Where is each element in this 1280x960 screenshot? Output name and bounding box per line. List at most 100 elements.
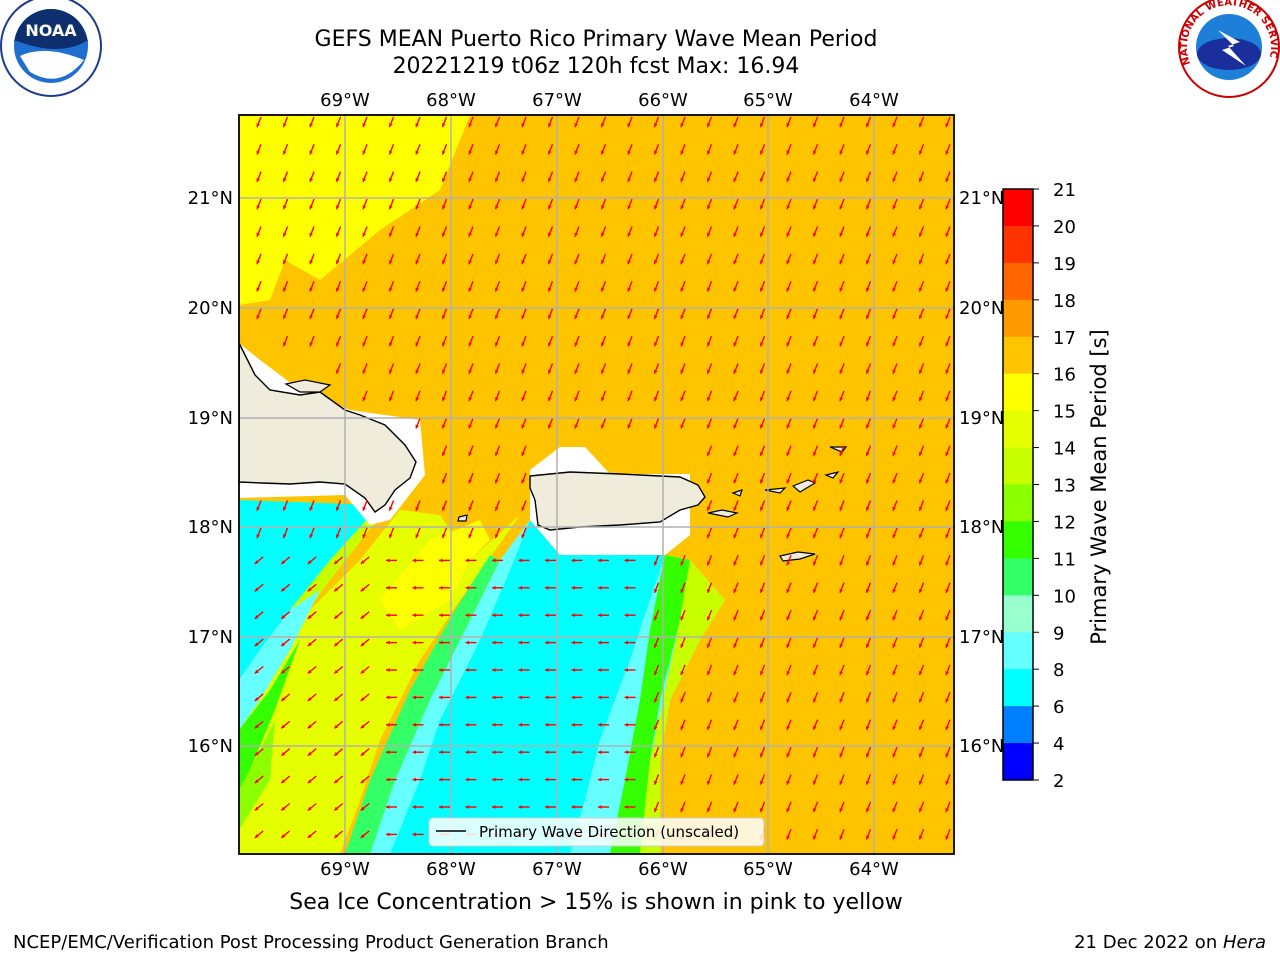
wave-arrow-head (465, 558, 470, 563)
wave-arrow-head (468, 342, 473, 347)
wave-arrow-head (918, 342, 923, 347)
wave-arrow-head (494, 123, 499, 128)
wave-arrow-head (388, 150, 393, 155)
wave-arrow-head (518, 613, 523, 618)
wave-arrow-head (865, 287, 870, 292)
wave-arrow-head (839, 314, 844, 319)
wave-arrow-head (465, 613, 470, 618)
wave-arrow-head (518, 750, 523, 755)
wave-arrow-head (812, 725, 817, 730)
wave-arrow-head (786, 205, 791, 210)
wave-arrow-head (839, 808, 844, 813)
wave-arrow-head (571, 613, 576, 618)
wave-arrow-head (945, 534, 950, 539)
wave-arrow-head (865, 561, 870, 566)
wave-arrow-head (680, 260, 685, 265)
wave-arrow-head (627, 205, 632, 210)
wave-arrow-head (945, 177, 950, 182)
wave-arrow-head (386, 668, 390, 672)
wave-arrow-head (865, 150, 870, 155)
wave-arrow-head (892, 808, 897, 813)
wave-arrow-head (518, 640, 523, 645)
wave-arrow-head (412, 750, 417, 755)
lon-label-top: 68°W (426, 90, 476, 111)
wave-arrow-head (786, 314, 791, 319)
colorbar-tick-label: 18 (1053, 291, 1076, 312)
colorbar-tick-label: 13 (1053, 476, 1076, 497)
wave-arrow-head (918, 506, 923, 511)
wave-arrow-head (600, 369, 605, 374)
wave-arrow-head (600, 287, 605, 292)
wave-arrow-head (945, 835, 950, 840)
wave-arrow-head (494, 205, 499, 210)
wave-arrow-head (839, 397, 844, 402)
wave-arrow-head (839, 150, 844, 155)
wave-arrow-head (865, 753, 870, 758)
wave-arrow-head (415, 232, 420, 237)
land-puerto-rico (529, 471, 706, 531)
wave-arrow-head (918, 808, 923, 813)
colorbar-label: Primary Wave Mean Period [s] (1087, 329, 1111, 645)
wave-arrow-head (812, 561, 817, 566)
colorbar-segment (1003, 447, 1033, 485)
wave-arrow-head (441, 342, 446, 347)
wave-arrow-head (945, 397, 950, 402)
colorbar-segment (1003, 373, 1033, 412)
wave-arrow-head (812, 588, 817, 593)
wave-arrow-head (281, 724, 286, 729)
wave-arrow-head (839, 451, 844, 456)
lon-label-top: 67°W (532, 90, 582, 111)
wave-arrow-head (282, 534, 287, 539)
wave-arrow-head (865, 643, 870, 648)
wave-arrow-head (918, 287, 923, 292)
wave-arrow-head (492, 750, 496, 755)
wave-arrow-head (360, 724, 365, 729)
wave-arrow-head (547, 150, 552, 155)
noaa-logo-text: NOAA (25, 21, 77, 40)
wave-arrow-head (468, 150, 473, 155)
wave-arrow-head (945, 616, 950, 621)
wave-arrow-head (494, 424, 499, 429)
wave-arrow-head (945, 369, 950, 374)
wave-arrow-head (465, 805, 470, 809)
wave-arrow-head (388, 506, 393, 511)
period-field-15-16-north (239, 115, 470, 305)
wave-arrow-head (706, 479, 711, 484)
chart-subtitle: 20221219 t06z 120h fcst Max: 16.94 (392, 54, 800, 79)
wave-arrow-head (547, 314, 552, 319)
wave-arrow-head (680, 671, 685, 676)
wave-arrow-head (281, 560, 286, 564)
wave-arrow-head (786, 123, 791, 128)
wave-arrow-head (468, 506, 473, 511)
wave-arrow-head (598, 558, 602, 563)
wave-arrow-head (706, 671, 711, 676)
wave-arrow-head (388, 397, 393, 402)
wave-arrow-head (256, 534, 261, 539)
wave-arrow-head (653, 369, 658, 374)
wave-arrow-head (624, 613, 629, 618)
wave-arrow-head (680, 725, 685, 730)
wave-arrow-head (653, 725, 658, 730)
wave-arrow-head (918, 780, 923, 785)
wave-arrow-head (412, 585, 417, 590)
wave-arrow-head (918, 479, 923, 484)
wave-arrow-head (812, 506, 817, 511)
wave-arrow-head (521, 205, 526, 210)
wave-arrow-head (865, 314, 870, 319)
wave-arrow-head (254, 560, 259, 564)
wave-arrow-head (865, 780, 870, 785)
wave-arrow-head (653, 561, 658, 566)
wave-arrow-head (334, 642, 339, 647)
period-field-11-12 (239, 640, 300, 790)
wave-arrow-head (600, 150, 605, 155)
land-st-croix (779, 551, 816, 562)
wave-arrow-head (945, 205, 950, 210)
wave-arrow-head (256, 506, 261, 511)
wave-arrow-head (892, 260, 897, 265)
wave-arrow-head (334, 697, 339, 701)
wave-arrow-head (680, 616, 685, 621)
wave-arrow-head (918, 725, 923, 730)
wave-arrow-head (362, 232, 367, 237)
wave-arrow-head (521, 424, 526, 429)
